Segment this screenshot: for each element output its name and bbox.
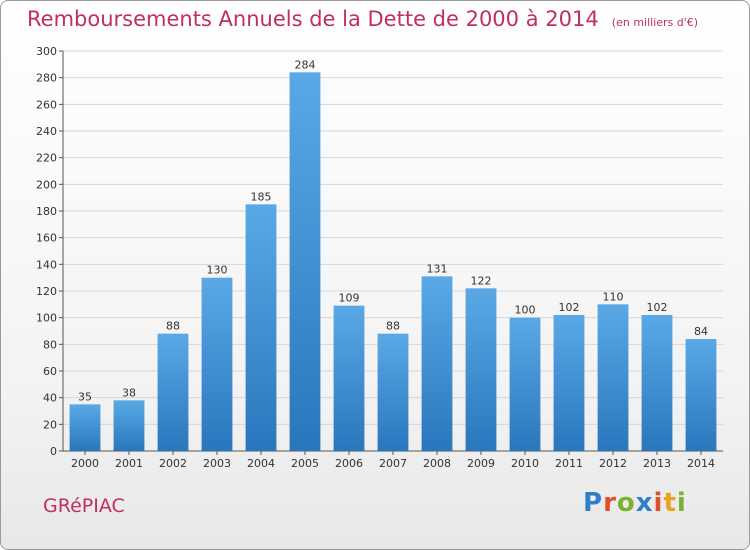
y-tick-label: 180 [36, 205, 57, 218]
bar-value-label: 130 [207, 264, 228, 277]
labels: 0 20 40 60 80 100 120 140 160 180 200 220 240 260 280 3… [36, 45, 715, 470]
bar [509, 317, 541, 451]
bar [201, 277, 233, 451]
x-tick-label: 2012 [599, 457, 627, 470]
bar-chart: 0 20 40 60 80 100 120 140 160 180 200 220 240 260 280 3… [36, 45, 723, 470]
y-tick-label: 120 [36, 285, 57, 298]
bar [377, 333, 409, 451]
bar-value-label: 102 [559, 301, 580, 314]
y-tick-label: 220 [36, 152, 57, 165]
bar-value-label: 284 [295, 58, 316, 71]
x-tick-label: 2007 [379, 457, 407, 470]
logo-letter: r [603, 488, 617, 518]
bar-value-label: 109 [339, 292, 360, 305]
bar [553, 315, 585, 451]
bar [289, 72, 321, 451]
bar [69, 404, 101, 451]
bar-value-label: 88 [166, 320, 180, 333]
bar-value-label: 131 [427, 262, 448, 275]
commune-name: GRéPIAC [43, 495, 125, 517]
x-tick-label: 2004 [247, 457, 275, 470]
bar [421, 276, 453, 451]
x-tick-label: 2005 [291, 457, 319, 470]
x-tick-label: 2006 [335, 457, 363, 470]
x-tick-label: 2014 [687, 457, 715, 470]
y-tick-label: 40 [43, 392, 57, 405]
logo-letter: P [583, 488, 604, 518]
x-tick-label: 2013 [643, 457, 671, 470]
y-tick-label: 140 [36, 258, 57, 271]
bar-value-label: 110 [603, 290, 624, 303]
bar [157, 333, 189, 451]
x-tick-label: 2000 [71, 457, 99, 470]
chart-unit-note: (en milliers d'€) [611, 16, 699, 29]
bar-value-label: 122 [471, 274, 492, 287]
x-tick-label: 2002 [159, 457, 187, 470]
bar-value-label: 38 [122, 386, 136, 399]
bar [641, 315, 673, 451]
chart-title: Remboursements Annuels de la Dette de 20… [27, 7, 599, 31]
logo-letter: i [653, 488, 664, 518]
bar-value-label: 84 [694, 325, 708, 338]
bar-value-label: 100 [515, 304, 536, 317]
proxiti-logo: Proxiti [583, 488, 687, 518]
x-tick-label: 2003 [203, 457, 231, 470]
y-tick-label: 200 [36, 178, 57, 191]
bar [685, 339, 717, 451]
y-tick-label: 20 [43, 418, 57, 431]
bar [597, 304, 629, 451]
x-tick-label: 2011 [555, 457, 583, 470]
logo-letter: x [635, 488, 654, 518]
x-tick-label: 2010 [511, 457, 539, 470]
x-tick-label: 2001 [115, 457, 143, 470]
logo-letter: i [676, 488, 687, 518]
bar [465, 288, 497, 451]
bar-value-label: 102 [647, 301, 668, 314]
y-tick-label: 160 [36, 232, 57, 245]
logo-letter: t [663, 488, 677, 518]
x-tick-label: 2009 [467, 457, 495, 470]
y-tick-label: 300 [36, 45, 57, 58]
bar-value-label: 88 [386, 320, 400, 333]
bar-value-label: 35 [78, 390, 92, 403]
bar [113, 400, 145, 451]
y-tick-label: 240 [36, 125, 57, 138]
bar-value-label: 185 [251, 190, 272, 203]
y-tick-label: 100 [36, 312, 57, 325]
y-tick-label: 0 [50, 445, 57, 458]
bar [245, 204, 277, 451]
y-tick-label: 280 [36, 72, 57, 85]
y-tick-label: 80 [43, 338, 57, 351]
chart-title-row: Remboursements Annuels de la Dette de 20… [27, 7, 698, 31]
logo-letter: o [616, 488, 636, 518]
y-tick-label: 260 [36, 98, 57, 111]
bars [69, 72, 717, 451]
bar [333, 305, 365, 451]
x-tick-label: 2008 [423, 457, 451, 470]
y-tick-label: 60 [43, 365, 57, 378]
